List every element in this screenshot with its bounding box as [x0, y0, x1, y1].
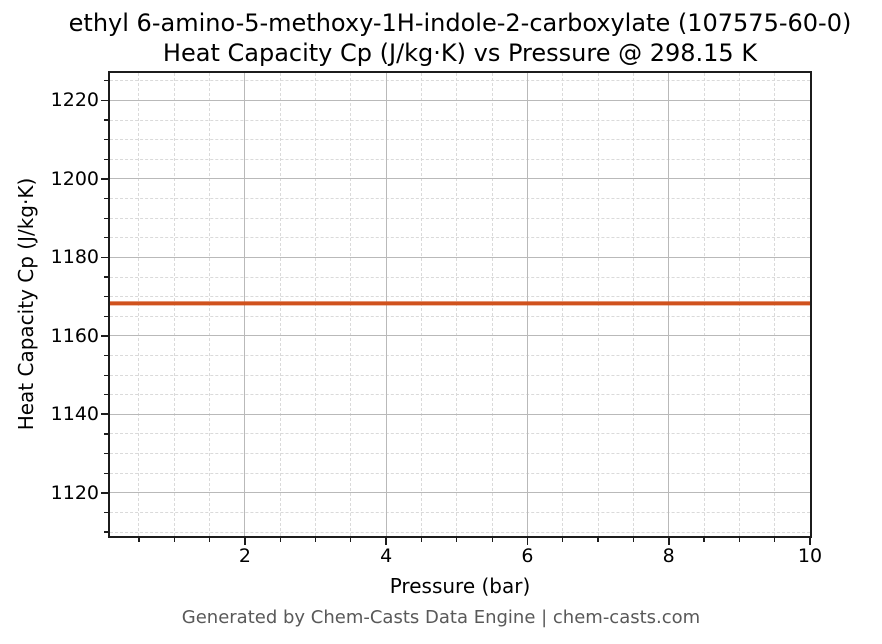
x-axis-label: Pressure (bar): [389, 574, 531, 598]
major-gridline-y: [110, 256, 810, 258]
y-major-tick: [101, 334, 108, 337]
x-tick-label: 6: [521, 545, 534, 567]
y-minor-tick: [104, 158, 108, 160]
x-tick-label: 10: [797, 545, 823, 567]
minor-gridline-y: [110, 80, 810, 82]
y-minor-tick: [104, 237, 108, 239]
minor-gridline-y: [110, 511, 810, 513]
minor-gridline-y: [110, 374, 810, 376]
y-minor-tick: [104, 139, 108, 141]
y-minor-tick: [104, 197, 108, 200]
x-minor-tick: [138, 538, 140, 542]
x-minor-tick: [738, 538, 740, 542]
y-tick-label: 1180: [50, 246, 99, 269]
y-axis-label: Heat Capacity Cp (J/kg·K): [14, 177, 38, 431]
x-minor-tick: [491, 538, 493, 542]
x-minor-tick: [562, 538, 564, 542]
x-minor-tick: [703, 538, 705, 542]
y-tick-label: 1200: [50, 167, 99, 190]
major-gridline-y: [110, 413, 810, 415]
minor-gridline-y: [110, 433, 810, 435]
minor-gridline-y: [110, 119, 810, 121]
chart-title: ethyl 6-amino-5-methoxy-1H-indole-2-carb…: [69, 8, 852, 68]
y-minor-tick: [104, 119, 108, 121]
x-minor-tick: [774, 538, 776, 542]
x-major-tick: [667, 538, 670, 545]
major-gridline-y: [110, 335, 810, 337]
y-minor-tick: [104, 315, 108, 317]
plot-area: [110, 73, 810, 536]
y-minor-tick: [104, 453, 108, 455]
y-minor-tick: [104, 80, 108, 82]
minor-gridline-y: [110, 453, 810, 455]
minor-gridline-y: [110, 217, 810, 219]
y-minor-tick: [104, 531, 108, 533]
minor-gridline-y: [110, 296, 810, 298]
y-tick-label: 1220: [50, 89, 99, 112]
minor-gridline-y: [110, 472, 810, 474]
y-major-tick: [101, 256, 108, 259]
minor-gridline-y: [110, 198, 810, 200]
x-tick-label: 8: [662, 545, 675, 567]
x-major-tick: [809, 538, 811, 545]
y-major-tick: [101, 99, 108, 102]
y-major-tick: [101, 413, 108, 416]
minor-gridline-y: [110, 531, 810, 533]
major-gridline-y: [110, 178, 810, 180]
x-major-tick: [244, 538, 246, 545]
y-minor-tick: [104, 276, 108, 278]
x-minor-tick: [350, 538, 352, 542]
x-tick-label: 4: [380, 545, 393, 567]
x-minor-tick: [173, 538, 175, 542]
y-tick-label: 1160: [50, 324, 99, 347]
y-minor-tick: [104, 354, 108, 357]
y-tick-label: 1120: [50, 481, 99, 504]
y-tick-label: 1140: [50, 403, 99, 426]
y-minor-tick: [104, 511, 108, 514]
y-major-tick: [101, 491, 108, 494]
y-minor-tick: [104, 296, 108, 298]
series-layer: [110, 301, 810, 306]
x-minor-tick: [420, 538, 423, 542]
minor-gridline-y: [110, 237, 810, 239]
minor-gridline-y: [110, 158, 810, 160]
x-minor-tick: [456, 538, 458, 542]
y-minor-tick: [104, 374, 108, 376]
minor-gridline-y: [110, 315, 810, 317]
major-gridline-y: [110, 492, 810, 494]
x-major-tick: [526, 538, 529, 545]
chart-title-line-2: Heat Capacity Cp (J/kg·K) vs Pressure @ …: [162, 39, 758, 67]
footer-credit: Generated by Chem-Casts Data Engine | ch…: [181, 607, 701, 628]
x-major-tick: [385, 538, 388, 545]
y-minor-tick: [104, 472, 108, 474]
major-gridline-y: [110, 99, 810, 101]
x-tick-label: 2: [238, 545, 251, 567]
x-minor-tick: [597, 538, 599, 542]
minor-gridline-y: [110, 394, 810, 396]
x-minor-tick: [279, 538, 281, 542]
x-minor-tick: [632, 538, 634, 542]
y-minor-tick: [104, 433, 108, 435]
minor-gridline-y: [110, 276, 810, 278]
x-minor-tick: [314, 538, 317, 542]
y-minor-tick: [104, 217, 108, 219]
minor-gridline-y: [110, 355, 810, 356]
minor-gridline-y: [110, 139, 810, 141]
chart-title-line-1: ethyl 6-amino-5-methoxy-1H-indole-2-carb…: [68, 9, 852, 37]
x-minor-tick: [208, 538, 211, 542]
y-minor-tick: [104, 394, 108, 396]
y-major-tick: [101, 178, 108, 180]
